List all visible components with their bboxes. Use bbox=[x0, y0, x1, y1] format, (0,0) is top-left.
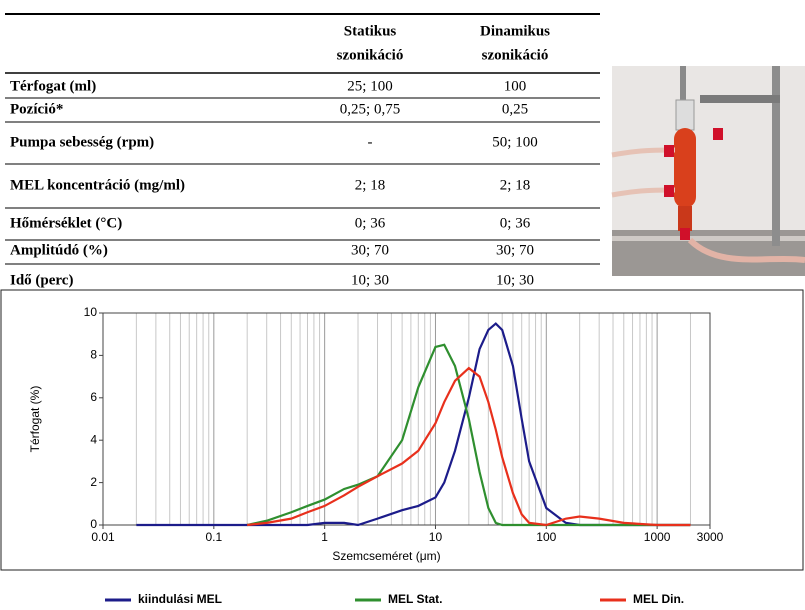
cell-value: 30; 70 bbox=[351, 242, 389, 258]
cell-value: 2; 18 bbox=[500, 177, 530, 193]
cell-value: 30; 70 bbox=[496, 242, 534, 258]
y-tick-label: 10 bbox=[84, 305, 98, 319]
row-label: Térfogat (ml) bbox=[10, 78, 96, 94]
series-line bbox=[136, 322, 691, 527]
row-label: Hőmérséklet (°C) bbox=[10, 215, 122, 231]
column-header: szonikáció bbox=[482, 47, 549, 63]
plot-frame bbox=[102, 312, 711, 526]
y-tick-label: 4 bbox=[90, 432, 97, 446]
x-tick-label: 1000 bbox=[644, 530, 671, 544]
x-tick-label: 100 bbox=[536, 530, 556, 544]
y-tick-label: 8 bbox=[90, 348, 97, 362]
y-tick-label: 2 bbox=[90, 475, 97, 489]
series-line bbox=[246, 343, 691, 527]
column-header: szonikáció bbox=[337, 47, 404, 63]
series-line bbox=[247, 366, 691, 527]
x-tick-label: 10 bbox=[429, 530, 443, 544]
chart-border bbox=[0, 289, 804, 571]
y-tick-label: 0 bbox=[90, 517, 97, 531]
row-label: Idő (perc) bbox=[10, 272, 73, 288]
cell-value: 25; 100 bbox=[347, 78, 392, 94]
x-tick-label: 0.01 bbox=[91, 530, 115, 544]
cell-value: 10; 30 bbox=[351, 272, 389, 288]
cell-value: 0; 36 bbox=[355, 215, 386, 231]
legend-label: kiindulási MEL bbox=[138, 592, 222, 606]
cell-value: 2; 18 bbox=[355, 177, 385, 193]
legend-label: MEL Din. bbox=[633, 592, 684, 606]
row-label: Pumpa sebesség (rpm) bbox=[10, 134, 154, 150]
x-tick-label: 3000 bbox=[697, 530, 724, 544]
y-tick-label: 6 bbox=[90, 390, 97, 404]
cell-value: 0,25; 0,75 bbox=[340, 101, 400, 117]
column-header: Dinamikus bbox=[480, 23, 550, 39]
y-axis-label: Térfogat (%) bbox=[28, 386, 42, 453]
row-label: Amplitúdó (%) bbox=[10, 242, 108, 258]
cell-value: 0,25 bbox=[502, 101, 528, 117]
row-label: MEL koncentráció (mg/ml) bbox=[10, 177, 185, 193]
cell-value: 0; 36 bbox=[500, 215, 531, 231]
x-tick-label: 1 bbox=[321, 530, 328, 544]
row-label: Pozíció* bbox=[10, 101, 63, 117]
legend-label: MEL Stat. bbox=[388, 592, 442, 606]
cell-value: 10; 30 bbox=[496, 272, 534, 288]
apparatus-photo bbox=[611, 66, 805, 276]
column-header: Statikus bbox=[344, 23, 397, 39]
cell-value: - bbox=[368, 134, 373, 150]
cell-value: 50; 100 bbox=[492, 134, 537, 150]
cell-value: 100 bbox=[504, 78, 527, 94]
x-axis-label: Szemcseméret (μm) bbox=[332, 549, 440, 563]
x-tick-label: 0.1 bbox=[205, 530, 222, 544]
